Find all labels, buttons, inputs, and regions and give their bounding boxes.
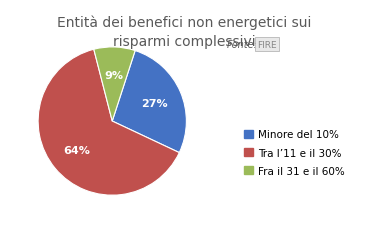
Wedge shape [112, 51, 186, 153]
Wedge shape [38, 50, 179, 195]
Text: 27%: 27% [141, 98, 168, 108]
Text: 9%: 9% [104, 71, 123, 81]
Wedge shape [94, 48, 135, 122]
Text: Entità dei benefici non energetici sui
risparmi complessivi: Entità dei benefici non energetici sui r… [57, 16, 311, 49]
Text: FIRE: FIRE [258, 40, 277, 50]
Text: Fonte:: Fonte: [226, 40, 257, 50]
Text: 64%: 64% [63, 146, 90, 156]
Legend: Minore del 10%, Tra l’11 e il 30%, Fra il 31 e il 60%: Minore del 10%, Tra l’11 e il 30%, Fra i… [244, 130, 344, 176]
